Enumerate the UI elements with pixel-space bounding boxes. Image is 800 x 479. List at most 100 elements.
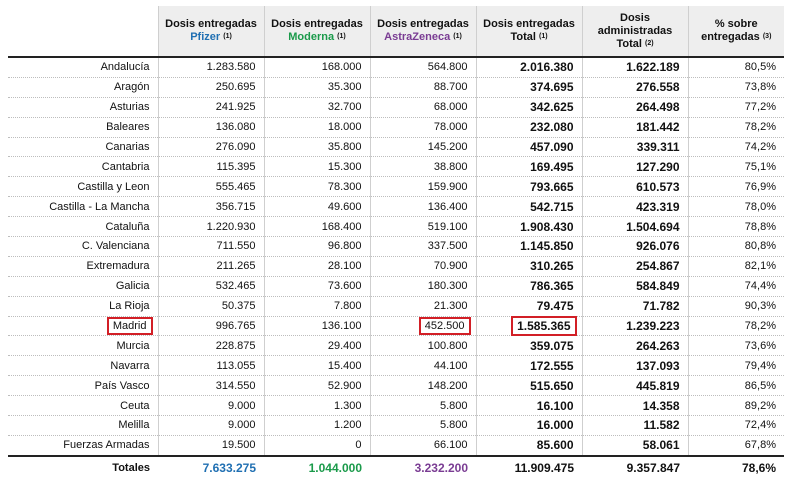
- header-astrazeneca: Dosis entregadas AstraZeneca (1): [369, 6, 476, 57]
- cell-value: País Vasco: [94, 379, 150, 392]
- pfizer-doses: 19.500: [157, 435, 264, 457]
- total-delivered: 786.365: [475, 276, 582, 297]
- total-delivered: 1.145.850: [475, 236, 582, 257]
- cell-value: 74,4%: [744, 280, 776, 293]
- moderna-doses: 136.100: [263, 316, 370, 337]
- total-administered: 445.819: [581, 375, 688, 397]
- cell-value: 77,2%: [744, 101, 776, 114]
- cell-value: 337.500: [427, 240, 468, 253]
- cell-value: 555.465: [215, 180, 256, 193]
- pfizer-doses: 228.875: [157, 335, 264, 357]
- cell-value: Cataluña: [105, 220, 150, 233]
- moderna-doses: 15.400: [263, 355, 370, 377]
- total-delivered: 1.585.365: [475, 316, 582, 337]
- cell-value: 342.625: [530, 100, 574, 115]
- cell-value: 78,2%: [744, 320, 776, 333]
- cell-value: 786.365: [530, 279, 574, 294]
- cell-value: Fuerzas Armadas: [63, 439, 150, 452]
- header-total-delivered: Dosis entregadas Total (1): [475, 6, 582, 57]
- region-name: País Vasco: [8, 375, 158, 397]
- total-delivered: 16.000: [475, 415, 582, 436]
- cell-value: 68.000: [433, 101, 468, 114]
- cell-value: 38.800: [433, 160, 468, 173]
- header-line2: entregadas (3): [691, 31, 783, 44]
- percent-administered: 78,2%: [687, 117, 784, 138]
- astrazeneca-doses: 452.500: [369, 316, 476, 337]
- cell-value: 339.311: [636, 140, 680, 154]
- totals-label: Totales: [8, 454, 158, 479]
- pfizer-doses: 9.000: [157, 395, 264, 417]
- moderna-doses: 32.700: [263, 97, 370, 118]
- astrazeneca-doses: 5.800: [369, 415, 476, 436]
- total-delivered: 310.265: [475, 256, 582, 277]
- percent-administered: 74,2%: [687, 137, 784, 158]
- cell-value: 15.400: [327, 359, 362, 372]
- astrazeneca-doses: 145.200: [369, 137, 476, 158]
- percent-administered: 89,2%: [687, 395, 784, 417]
- percent-administered: 79,4%: [687, 355, 784, 377]
- cell-value: 1.585.365: [511, 316, 577, 337]
- header-line2-text: Moderna: [288, 31, 335, 43]
- cell-value: 86,5%: [744, 379, 776, 392]
- cell-value: 137.093: [636, 358, 680, 373]
- cell-value: 28.100: [327, 260, 362, 273]
- moderna-doses: 29.400: [263, 335, 370, 357]
- region-name: Murcia: [8, 335, 158, 357]
- region-name: Canarias: [8, 137, 158, 158]
- total-delivered: 85.600: [475, 435, 582, 457]
- table-row: Extremadura 211.265 28.100 70.900 310.265 254…: [8, 256, 784, 277]
- cell-value: 11.582: [643, 418, 680, 433]
- cell-value: 79.475: [536, 299, 574, 314]
- cell-value: 14.358: [642, 398, 680, 413]
- moderna-doses: 168.000: [263, 57, 370, 78]
- cell-value: 515.650: [530, 378, 574, 393]
- total-administered: 584.849: [581, 276, 688, 297]
- moderna-doses: 49.600: [263, 196, 370, 218]
- cell-value: 5.800: [439, 419, 468, 432]
- pfizer-doses: 996.765: [157, 316, 264, 337]
- pfizer-doses: 1.283.580: [157, 57, 264, 78]
- cell-value: 1.220.930: [206, 220, 256, 233]
- cell-value: 159.900: [427, 180, 468, 193]
- cell-value: 78,0%: [744, 200, 776, 213]
- table-row: País Vasco 314.550 52.900 148.200 515.650 445…: [8, 375, 784, 397]
- total-administered: 423.319: [581, 196, 688, 218]
- table-row: Castilla - La Mancha 356.715 49.600 136.400…: [8, 196, 784, 218]
- cell-value: 80,8%: [744, 240, 776, 253]
- total-delivered: 342.625: [475, 97, 582, 118]
- cell-value: 423.319: [636, 199, 680, 214]
- cell-value: 35.300: [327, 81, 362, 94]
- region-name: Asturias: [8, 97, 158, 118]
- percent-administered: 90,3%: [687, 296, 784, 317]
- cell-value: 359.075: [530, 338, 574, 353]
- cell-value: 310.265: [530, 259, 574, 274]
- table-row: C. Valenciana 711.550 96.800 337.500 1.145.8…: [8, 236, 784, 257]
- total-delivered: 172.555: [475, 355, 582, 377]
- total-administered: 127.290: [581, 156, 688, 178]
- pfizer-doses: 1.220.930: [157, 216, 264, 238]
- total-administered: 137.093: [581, 355, 688, 377]
- cell-value: Canarias: [105, 141, 150, 153]
- total-delivered: 79.475: [475, 296, 582, 317]
- cell-value: Asturias: [109, 101, 150, 114]
- cell-value: 80,5%: [744, 61, 776, 74]
- total-delivered: 1.908.430: [475, 216, 582, 238]
- astrazeneca-doses: 78.000: [369, 117, 476, 138]
- table-row: Canarias 276.090 35.800 145.200 457.090 339.3…: [8, 137, 784, 158]
- header-line1: Dosis entregadas: [165, 18, 257, 30]
- total-delivered: 515.650: [475, 375, 582, 397]
- cell-value: 70.900: [433, 260, 468, 273]
- percent-administered: 75,1%: [687, 156, 784, 178]
- total-administered: 1.622.189: [581, 57, 688, 78]
- pfizer-doses: 314.550: [157, 375, 264, 397]
- pfizer-doses: 711.550: [157, 236, 264, 257]
- table-row: Galicia 532.465 73.600 180.300 786.365 584.84…: [8, 276, 784, 297]
- cell-value: 89,2%: [744, 399, 776, 412]
- cell-value: 452.500: [418, 317, 471, 336]
- total-administered: 264.263: [581, 335, 688, 357]
- cell-value: 136.080: [215, 121, 256, 134]
- header-line1: Dosis entregadas: [271, 18, 363, 30]
- cell-value: 9.000: [227, 419, 256, 432]
- table-row: Fuerzas Armadas 19.500 0 66.100 85.600 58.061…: [8, 435, 784, 457]
- cell-value: Galicia: [115, 280, 150, 293]
